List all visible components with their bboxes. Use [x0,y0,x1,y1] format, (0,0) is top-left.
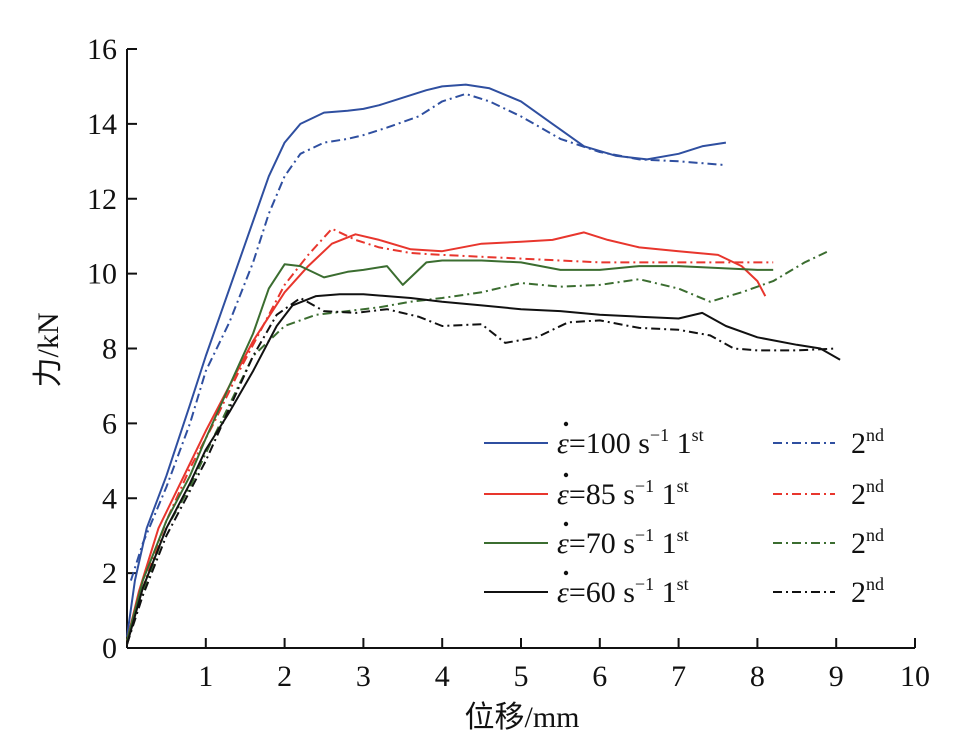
x-tick-label: 8 [750,660,765,693]
legend-rate-dot [563,570,569,576]
y-tick-label: 6 [102,407,117,440]
series-line-6 [126,293,841,645]
x-tick-label: 6 [592,660,607,693]
series-line-1 [129,92,726,581]
legend-label-6: ε=60 s−1 1st [557,574,689,609]
legend-label-3: 2nd [851,476,884,511]
legend-label-2: ε=85 s−1 1st [557,476,689,511]
legend-rate-dot [563,421,569,427]
series-line-0 [126,83,727,637]
legend-label-1: 2nd [851,425,884,460]
y-tick-label: 14 [87,108,117,141]
y-tick-label: 0 [102,632,117,665]
x-tick-label: 2 [277,660,292,693]
y-tick-label: 8 [102,333,117,366]
series-line-7 [126,297,837,645]
series-layer [126,83,841,645]
x-tick-label: 9 [829,660,844,693]
x-axis-label: 位移/mm [464,701,579,734]
x-tick-label: 7 [671,660,686,693]
y-axis-label: 力/kN [32,313,65,388]
legend-label-7: 2nd [851,574,884,609]
y-tick-label: 12 [87,183,117,216]
x-tick-label: 5 [514,660,529,693]
x-tick-label: 1 [198,660,213,693]
legend-rate-dot [563,472,569,478]
legend-label-0: ε=100 s−1 1st [557,425,704,460]
y-tick-label: 16 [87,33,117,66]
y-tick-label: 4 [102,482,117,515]
series-line-3 [126,227,774,645]
series-line-2 [126,231,767,641]
x-tick-label: 4 [435,660,450,693]
series-line-5 [126,250,829,645]
y-tick-label: 2 [102,557,117,590]
legend-label-4: ε=70 s−1 1st [557,525,689,560]
legend-label-5: 2nd [851,525,884,560]
legend-rate-dot [563,521,569,527]
series-line-4 [126,259,774,641]
x-tick-label: 10 [900,660,930,693]
y-tick-label: 10 [87,258,117,291]
x-tick-label: 3 [356,660,371,693]
legend: ε=100 s−1 1st 2nd ε=85 s−1 1st 2nd ε=70 s−1 … [484,421,884,609]
